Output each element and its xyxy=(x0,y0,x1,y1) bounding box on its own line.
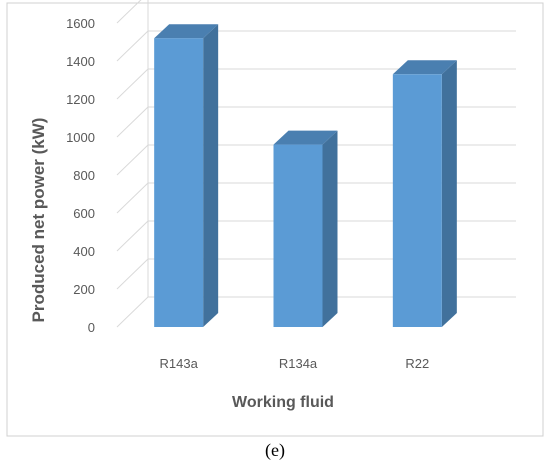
y-tick-label: 400 xyxy=(73,244,95,259)
bar xyxy=(273,144,323,327)
y-tick-label: 1600 xyxy=(66,16,95,31)
gridline-diagonal xyxy=(116,144,149,176)
gridline-diagonal xyxy=(116,296,149,328)
x-tick-label: R134a xyxy=(279,356,318,371)
y-tick-label: 200 xyxy=(73,282,95,297)
y-tick-label: 1000 xyxy=(66,130,95,145)
bars xyxy=(154,24,457,328)
gridline-diagonal xyxy=(116,30,149,62)
gridline-diagonal xyxy=(116,68,149,100)
bar-side xyxy=(441,60,457,328)
bar-top xyxy=(273,130,338,145)
gridline-diagonal xyxy=(116,182,149,214)
y-axis-label: Produced net power (kW) xyxy=(29,118,48,323)
gridline-diagonal xyxy=(116,220,149,252)
bar xyxy=(392,74,442,327)
x-tick-label: R22 xyxy=(405,356,429,371)
y-tick-label: 1400 xyxy=(66,54,95,69)
bar-side xyxy=(322,130,338,327)
x-axis-label: Working fluid xyxy=(232,394,334,411)
figure-caption: (e) xyxy=(265,440,285,460)
x-tick-labels: R143a R134a R22 xyxy=(160,356,430,371)
y-tick-labels: 0 200 400 600 800 1000 1200 1400 1600 xyxy=(66,16,95,335)
gridline-diagonal xyxy=(116,106,149,138)
y-tick-label: 0 xyxy=(88,320,95,335)
y-tick-label: 800 xyxy=(73,168,95,183)
y-tick-label: 600 xyxy=(73,206,95,221)
bar-top xyxy=(392,60,457,75)
bar-side xyxy=(203,24,219,327)
bar-top xyxy=(154,24,219,39)
y-tick-label: 1200 xyxy=(66,92,95,107)
x-tick-label: R143a xyxy=(160,356,199,371)
gridline-diagonal xyxy=(116,0,142,24)
bar xyxy=(154,38,204,327)
gridline-diagonal xyxy=(116,258,149,290)
